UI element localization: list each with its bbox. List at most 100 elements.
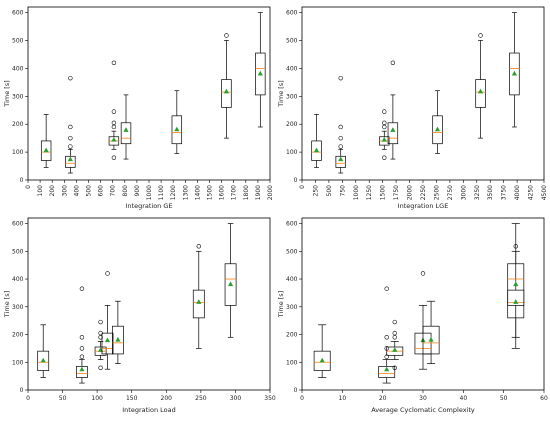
outlier-point: [392, 319, 397, 325]
x-tick-label: 0: [26, 395, 30, 402]
x-tick-label: 150: [126, 395, 138, 402]
y-tick-label: 600: [286, 10, 298, 17]
box-plot: [221, 33, 232, 139]
x-tick-label: 2250: [420, 185, 427, 200]
x-tick-label: 4250: [528, 185, 535, 200]
outlier-point: [196, 244, 201, 249]
x-tick-label: 350: [264, 395, 276, 402]
box-iqr: [221, 79, 232, 108]
mean-marker: [257, 70, 263, 76]
y-tick-label: 300: [12, 304, 24, 311]
y-tick-label: 500: [12, 248, 24, 255]
outlier-point: [68, 144, 73, 149]
mean-marker: [40, 357, 46, 363]
x-tick-label: 1800: [243, 185, 250, 200]
y-tick-label: 200: [12, 332, 24, 339]
box-iqr: [120, 122, 132, 145]
y-tick-label: 600: [286, 221, 298, 228]
x-tick-label: 10: [339, 395, 347, 402]
box-iqr: [432, 115, 443, 145]
box-plot: [108, 60, 120, 160]
y-tick-label: 100: [12, 149, 24, 156]
mean-marker: [513, 281, 519, 287]
x-tick-label: 100: [37, 185, 44, 197]
box-plot: [101, 271, 114, 370]
x-tick-label: 20: [379, 395, 387, 402]
x-axis-label: Integration Load: [122, 406, 175, 414]
outlier-point: [111, 124, 117, 130]
x-tick-label: 500: [86, 185, 93, 197]
subplot-3: 0 100 200 300 400 500 600 0 50 100 150 200 250 300 350…: [3, 217, 276, 414]
x-tick-label: 500: [326, 185, 333, 197]
y-tick-label: 500: [286, 37, 298, 44]
x-tick-label: 600: [98, 185, 105, 197]
box-plot: [378, 286, 396, 384]
mean-marker: [384, 366, 390, 372]
outlier-point: [338, 75, 343, 81]
outlier-point: [111, 109, 117, 114]
x-tick-label: 0: [25, 185, 32, 189]
x-tick-label: 1500: [380, 185, 387, 200]
y-tick-label: 0: [20, 387, 24, 394]
plot-frame: [301, 6, 545, 181]
box-iqr: [475, 79, 486, 108]
x-tick-label: 0: [299, 185, 306, 189]
x-tick-label: 250: [195, 395, 207, 402]
outlier-point: [382, 155, 387, 160]
box-iqr: [387, 122, 399, 145]
x-tick-label: 1250: [366, 185, 373, 200]
x-tick-label: 2750: [447, 185, 454, 200]
outlier-point: [384, 286, 389, 291]
box-iqr: [335, 155, 346, 168]
mean-marker: [174, 126, 180, 132]
subplot-2: 0 100 200 300 400 500 600 0 250 500 750 1000 1250 150…: [277, 6, 548, 210]
box-iqr: [192, 289, 205, 319]
outlier-point: [98, 335, 103, 340]
box-plot: [432, 90, 443, 154]
mean-marker: [79, 366, 85, 372]
y-tick-label: 400: [12, 65, 24, 72]
box-plot: [386, 319, 404, 371]
y-tick-label: 100: [286, 149, 298, 156]
x-tick-label: 1100: [158, 185, 165, 200]
box-iqr: [255, 52, 266, 96]
box-iqr: [509, 52, 520, 96]
mean-marker: [115, 336, 121, 342]
x-tick-label: 3000: [460, 185, 467, 200]
y-tick-label: 300: [286, 304, 298, 311]
x-tick-label: 1000: [146, 185, 153, 200]
box-plot: [509, 12, 520, 128]
mean-marker: [196, 299, 202, 304]
box-iqr: [76, 366, 88, 378]
x-tick-label: 1300: [182, 185, 189, 200]
box-iqr: [101, 332, 114, 355]
outlier-point: [338, 124, 343, 130]
box-plot: [120, 94, 132, 160]
outlier-point: [392, 330, 397, 336]
y-tick-label: 0: [20, 177, 24, 184]
x-tick-label: 400: [73, 185, 80, 197]
box-iqr: [378, 366, 396, 378]
x-axis-label: Average Cyclomatic Complexity: [371, 406, 475, 414]
mean-marker: [428, 336, 434, 342]
box-plot: [37, 324, 50, 378]
x-tick-label: 1400: [194, 185, 201, 200]
y-tick-label: 600: [12, 10, 24, 17]
y-tick-label: 400: [286, 276, 298, 283]
subplot-4: 0 100 200 300 400 500 600 0 10 20 30 40 50 60 Average …: [277, 217, 548, 414]
mean-marker: [513, 299, 519, 304]
y-axis-label: Time [s]: [3, 291, 11, 318]
box-plot: [313, 324, 331, 378]
mean-marker: [434, 126, 441, 132]
y-axis-label: Time [s]: [277, 80, 285, 107]
x-tick-label: 300: [61, 185, 68, 197]
outlier-point: [79, 346, 85, 351]
x-tick-label: 2000: [407, 185, 414, 200]
outlier-point: [382, 124, 387, 130]
outlier-point: [384, 335, 389, 340]
mean-marker: [104, 337, 111, 343]
outlier-point: [338, 135, 343, 141]
y-axis-label: Time [s]: [277, 291, 285, 318]
x-tick-label: 200: [161, 395, 173, 402]
y-axis-label: Time [s]: [3, 80, 11, 107]
